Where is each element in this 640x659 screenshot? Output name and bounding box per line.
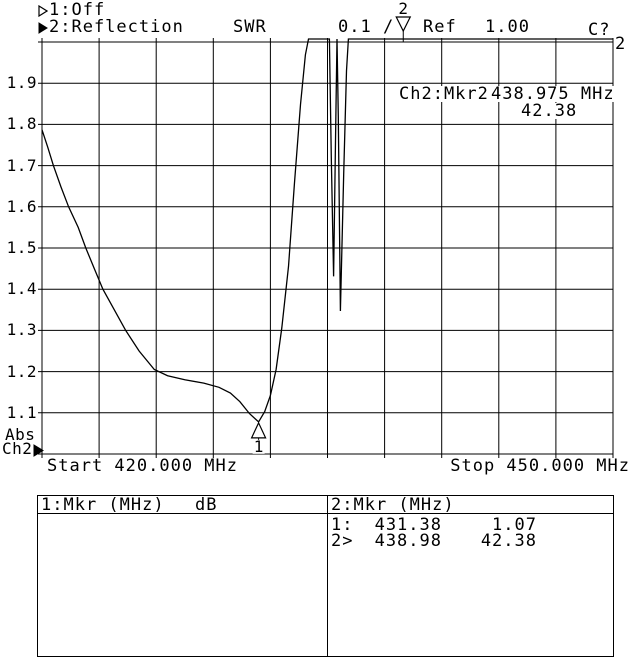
y-tick-1.7: 1.7: [6, 156, 37, 175]
marker2-label: 2: [398, 0, 408, 18]
marker1-triangle-icon: [250, 421, 267, 439]
marker2-triangle-icon: [395, 16, 412, 33]
y-tick-1.6: 1.6: [6, 197, 37, 216]
marker-row-1-freq: 431.38: [374, 515, 442, 535]
marker-readout-value: 42.38: [520, 101, 578, 121]
y-tick-1.4: 1.4: [6, 279, 37, 298]
channel2-active-triangle-icon: [33, 444, 44, 457]
marker-row-2-label: 2>: [331, 531, 354, 551]
marker-row-2-value: 42.38: [480, 531, 537, 551]
scale-per-div: 0.1 /: [338, 17, 395, 37]
y-tick-1.8: 1.8: [6, 114, 37, 133]
y-tick-1.3: 1.3: [6, 320, 37, 339]
start-frequency-label: Start 420.000 MHz: [47, 456, 238, 476]
abs-label: Abs: [5, 425, 36, 444]
marker-row-2-freq: 438.98: [374, 531, 442, 551]
channel-label: Ch2: [2, 439, 33, 458]
marker-readout-freq: 438.975 MHz: [490, 84, 615, 104]
trace2-active-triangle-icon: [38, 22, 48, 34]
format-label: SWR: [233, 17, 267, 37]
swr-plot: 12: [38, 0, 614, 458]
cal-status: C?: [588, 20, 611, 40]
marker-row-1-label: 1:: [331, 515, 354, 535]
marker1-label-bg: [252, 439, 265, 454]
trace2-state: 2:Reflection: [49, 17, 184, 37]
marker-table-right-header: 2:Mkr (MHz): [331, 495, 455, 515]
marker-readout-label: Ch2:Mkr2: [398, 84, 490, 104]
y-tick-1.1: 1.1: [6, 403, 37, 422]
ref-label: Ref: [423, 17, 457, 37]
marker-table-left-header-unit: dB: [195, 495, 218, 515]
channel2-trace-indicator: 2: [615, 34, 627, 54]
marker-table-divider: [327, 495, 328, 656]
y-tick-1.2: 1.2: [6, 362, 37, 381]
ref-value: 1.00: [485, 17, 530, 37]
stop-frequency-label: Stop 450.000 MHz: [450, 456, 630, 476]
y-tick-1.9: 1.9: [6, 73, 37, 92]
y-tick-1.5: 1.5: [6, 238, 37, 257]
marker-row-1-value: 1.07: [492, 515, 537, 535]
marker-table-left-header: 1:Mkr (MHz): [41, 495, 165, 515]
marker1-label: 1: [254, 437, 264, 456]
trace1-state: 1:Off: [49, 0, 106, 20]
marker-table-header-separator: [37, 513, 613, 514]
marker-table: [37, 495, 614, 657]
trace1-inactive-triangle-icon: [38, 5, 48, 17]
